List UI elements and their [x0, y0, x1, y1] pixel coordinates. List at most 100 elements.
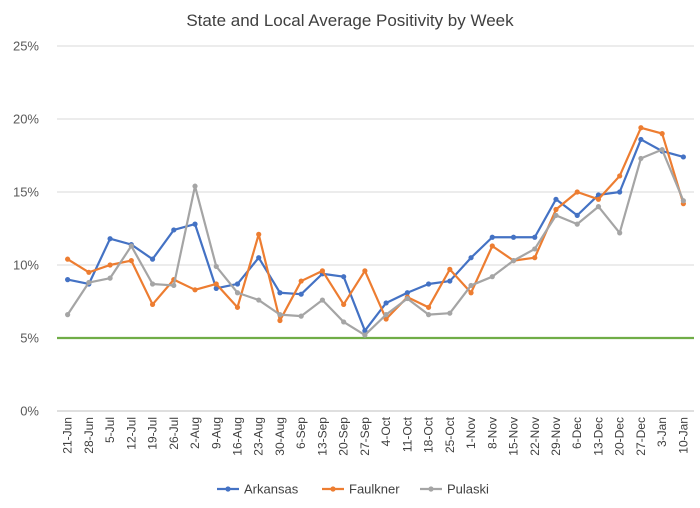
x-tick-label: 15-Nov	[507, 417, 521, 456]
y-tick-label: 0%	[20, 404, 39, 419]
data-point-faulkner	[149, 301, 156, 308]
x-tick-label: 29-Nov	[549, 417, 563, 456]
data-point-pulaski	[510, 258, 517, 264]
legend-label-pulaski: Pulaski	[447, 482, 489, 497]
data-point-pulaski	[617, 230, 623, 236]
y-tick-label: 10%	[13, 258, 39, 273]
data-point-arkansas	[256, 255, 262, 261]
data-point-arkansas	[680, 154, 686, 160]
x-tick-label: 27-Sep	[358, 417, 372, 456]
data-point-arkansas	[277, 290, 283, 296]
x-tick-label: 11-Oct	[400, 416, 414, 452]
data-point-arkansas	[107, 236, 113, 242]
data-point-faulkner	[659, 131, 665, 137]
data-point-faulkner	[234, 304, 241, 310]
data-point-faulkner	[128, 258, 134, 264]
data-point-pulaski	[171, 282, 177, 289]
data-point-arkansas	[171, 227, 177, 233]
data-point-pulaski	[362, 332, 368, 338]
chart-title: State and Local Average Positivity by We…	[186, 11, 514, 30]
data-point-pulaski	[128, 243, 134, 249]
data-point-faulkner	[86, 269, 92, 275]
x-tick-label: 8-Nov	[485, 417, 499, 449]
data-point-faulkner	[553, 206, 559, 213]
data-point-faulkner	[617, 173, 623, 179]
data-point-arkansas	[617, 189, 623, 195]
data-point-pulaski	[532, 246, 538, 252]
data-point-arkansas	[341, 274, 347, 280]
x-tick-label: 1-Nov	[464, 417, 478, 449]
data-point-pulaski	[277, 312, 283, 318]
data-point-faulkner	[341, 301, 347, 308]
data-point-faulkner	[383, 316, 389, 322]
y-axis: 0% 5% 10% 15% 20% 25%	[13, 39, 39, 419]
x-tick-label: 30-Aug	[273, 417, 287, 456]
legend-label-faulkner: Faulkner	[349, 482, 400, 497]
legend-label-arkansas: Arkansas	[244, 482, 299, 497]
data-point-faulkner	[532, 255, 538, 261]
series-line-arkansas	[67, 138, 684, 332]
data-point-arkansas	[213, 285, 219, 291]
series-group	[65, 125, 686, 338]
y-tick-label: 5%	[20, 331, 39, 346]
data-point-arkansas	[532, 234, 538, 240]
series-arkansas	[65, 136, 686, 334]
x-tick-label: 27-Dec	[634, 417, 648, 456]
series-line-pulaski	[66, 148, 685, 337]
data-point-faulkner	[447, 266, 453, 272]
legend-marker-faulkner	[330, 486, 336, 492]
legend-marker-arkansas	[225, 486, 231, 492]
data-point-pulaski	[86, 279, 92, 286]
x-tick-label: 5-Jul	[103, 417, 117, 443]
data-point-pulaski	[298, 313, 304, 319]
data-point-faulkner	[638, 125, 644, 131]
data-point-pulaski	[425, 312, 432, 318]
data-point-arkansas	[383, 300, 389, 306]
data-point-pulaski	[680, 198, 686, 204]
x-tick-label: 12-Jul	[124, 417, 138, 450]
data-point-faulkner	[468, 290, 474, 296]
data-point-faulkner	[213, 281, 219, 287]
data-point-arkansas	[574, 212, 580, 218]
x-tick-label: 23-Aug	[252, 417, 266, 456]
data-point-arkansas	[298, 291, 304, 297]
y-tick-label: 25%	[13, 39, 39, 54]
data-point-faulkner	[574, 189, 580, 195]
data-point-faulkner	[65, 256, 71, 262]
data-point-arkansas	[65, 277, 71, 283]
data-point-arkansas	[489, 234, 495, 240]
data-point-pulaski	[319, 297, 326, 303]
data-point-pulaski	[489, 274, 495, 280]
data-point-arkansas	[510, 234, 517, 240]
data-point-pulaski	[383, 312, 389, 318]
x-tick-label: 3-Jan	[655, 417, 669, 447]
data-point-arkansas	[553, 196, 559, 202]
data-point-pulaski	[107, 275, 113, 281]
data-point-pulaski	[468, 282, 474, 289]
x-tick-label: 4-Oct	[379, 416, 393, 446]
x-tick-label: 10-Jan	[676, 417, 690, 454]
data-point-pulaski	[65, 312, 71, 318]
x-tick-label: 19-Jul	[146, 417, 160, 450]
data-point-arkansas	[192, 221, 198, 227]
x-tick-label: 6-Sep	[294, 417, 308, 449]
legend: Arkansas Faulkner Pulaski	[217, 482, 489, 497]
y-tick-label: 15%	[13, 185, 39, 200]
data-point-faulkner	[319, 268, 326, 274]
data-point-pulaski	[553, 212, 559, 218]
series-pulaski	[65, 147, 686, 338]
data-point-pulaski	[341, 319, 347, 325]
legend-marker-pulaski	[428, 486, 434, 492]
data-point-faulkner	[107, 262, 113, 268]
data-point-faulkner	[277, 317, 283, 324]
data-point-pulaski	[447, 310, 453, 316]
x-tick-label: 25-Oct	[443, 416, 457, 453]
data-point-pulaski	[192, 183, 198, 189]
x-tick-label: 16-Aug	[230, 417, 244, 456]
data-point-pulaski	[404, 295, 410, 302]
series-line-faulkner	[67, 126, 685, 322]
x-tick-label: 2-Aug	[188, 417, 202, 449]
data-point-faulkner	[192, 287, 198, 293]
